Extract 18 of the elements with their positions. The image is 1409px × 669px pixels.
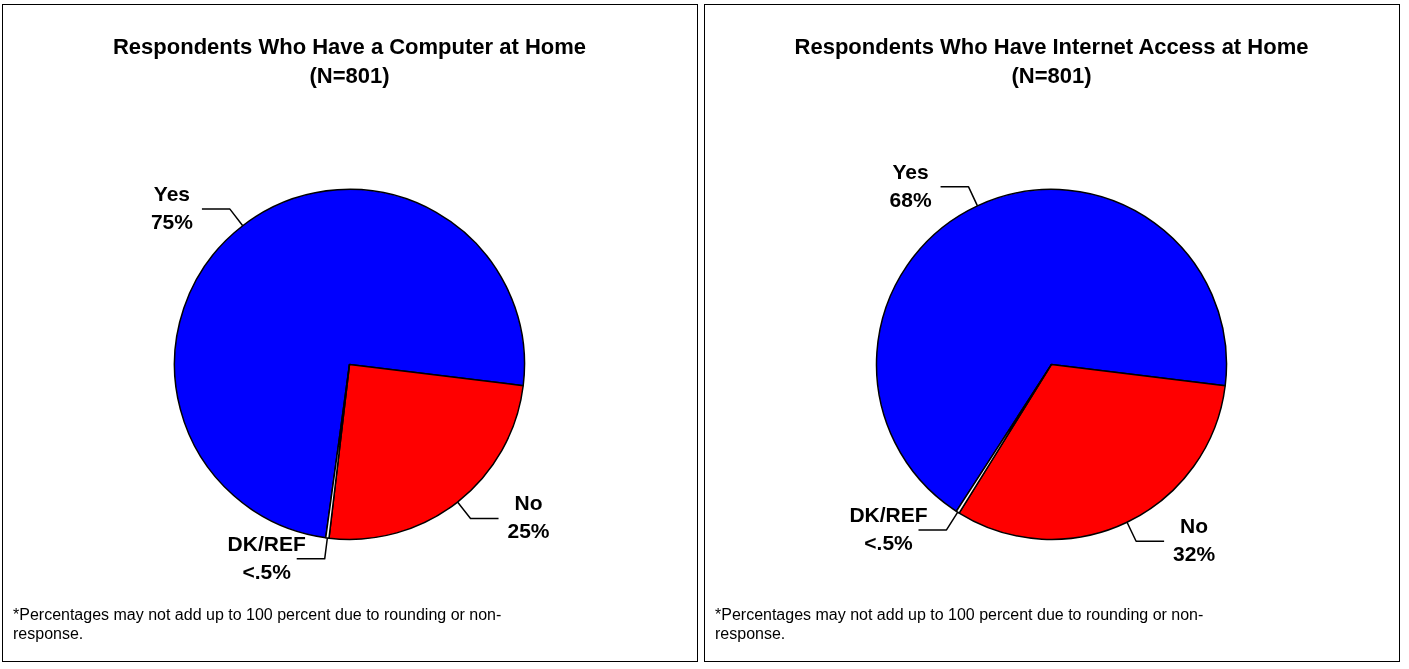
data-label: 32% (1173, 542, 1216, 565)
data-label: 75% (150, 209, 194, 233)
chart-subtitle: (N=801) (1011, 62, 1092, 88)
text: *Percentages may not add up to 100 percent due to rounding or non-response. (13, 605, 503, 643)
data-label: <.5% (242, 559, 292, 583)
text: *Percentages may not add up to 100 percent due to rounding or non-response. (715, 605, 1205, 643)
chart-title: Respondents Who Have Internet Access at Home (794, 34, 1309, 60)
data-label: <.5% (864, 530, 914, 554)
chart-title: Respondents Who Have a Computer at Home (112, 34, 587, 60)
data-label: 25% (507, 519, 550, 543)
slice-label: No (1180, 514, 1209, 537)
chart-subtitle: (N=801) (309, 62, 390, 88)
data-label: 68% (889, 187, 932, 211)
slice-label: Yes (892, 159, 929, 183)
slice-label: No (514, 491, 543, 515)
slice-label: Yes (153, 181, 191, 205)
slice-label: DK/REF (849, 502, 928, 526)
slice-label: DK/REF (227, 531, 306, 555)
